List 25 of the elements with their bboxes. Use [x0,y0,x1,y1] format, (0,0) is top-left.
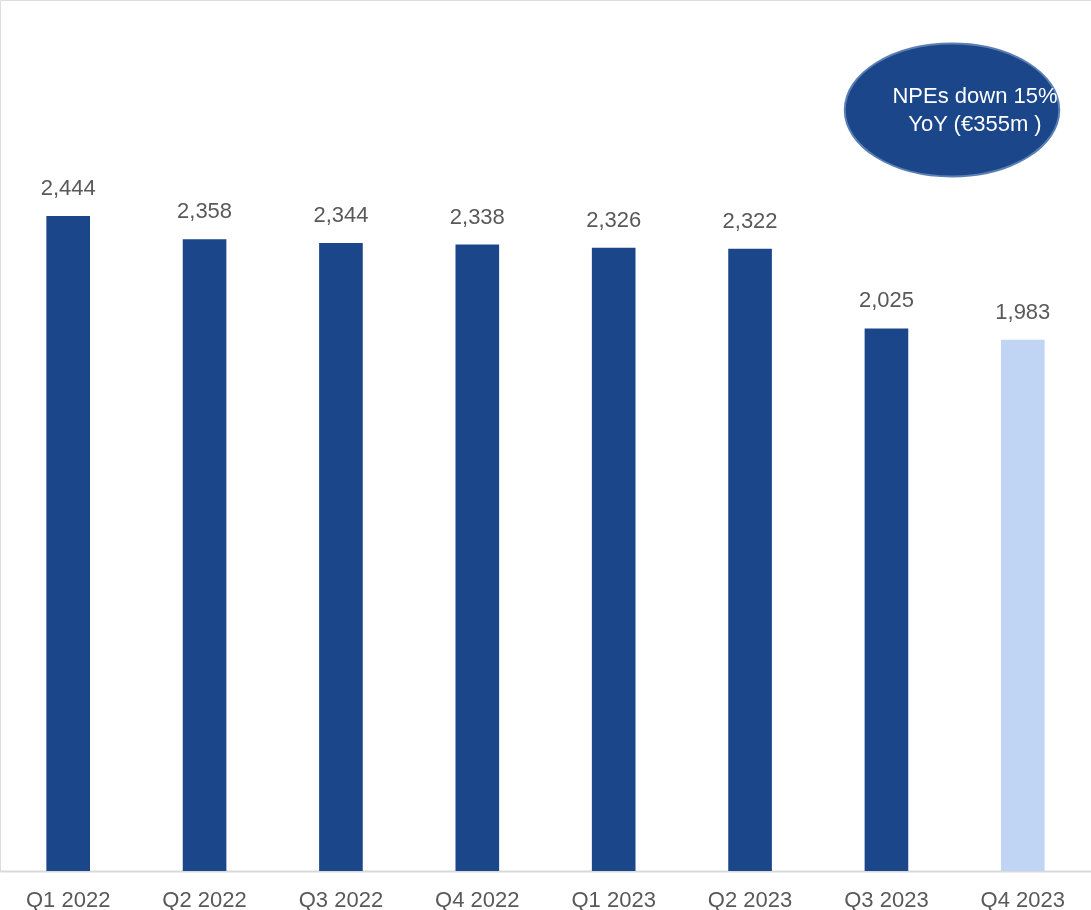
data-label: 2,344 [313,201,369,227]
bar [591,247,636,871]
x-tick-label: Q4 2022 [435,886,520,910]
x-tick-label: Q1 2023 [571,886,656,910]
x-tick-label: Q4 2023 [980,886,1066,910]
data-label: 2,322 [722,207,778,233]
data-label: 2,326 [586,206,642,232]
x-tick-label: Q3 2023 [844,886,929,910]
bar [319,242,363,871]
data-label: 1,983 [995,298,1051,324]
x-tick-label: Q1 2022 [25,886,111,910]
bar [1000,339,1045,871]
bar [728,248,772,871]
bar [864,328,909,871]
bar [46,216,91,871]
bar [182,239,227,871]
x-tick-label: Q3 2022 [298,886,384,910]
x-tick-label: Q2 2023 [707,886,793,910]
bar [455,244,500,871]
data-label: 2,358 [177,198,233,224]
data-label: 2,025 [858,287,914,313]
data-label: 2,444 [40,175,96,201]
text: NPEs down 15% YoY (€355m ) [892,83,1058,136]
data-label: 2,338 [449,203,505,229]
x-tick-label: Q2 2022 [162,886,247,910]
